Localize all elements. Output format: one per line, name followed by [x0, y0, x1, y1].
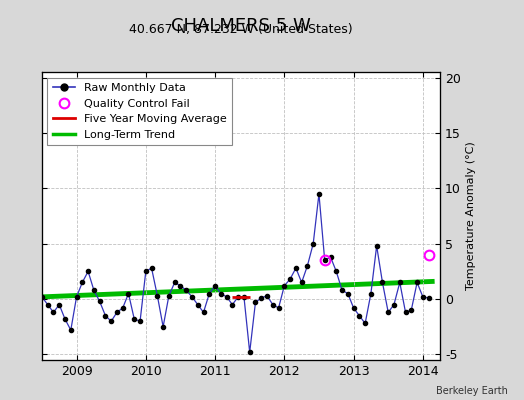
Title: 40.667 N, 87.232 W (United States): 40.667 N, 87.232 W (United States): [129, 23, 353, 36]
Text: Berkeley Earth: Berkeley Earth: [436, 386, 508, 396]
Y-axis label: Temperature Anomaly (°C): Temperature Anomaly (°C): [466, 142, 476, 290]
Legend: Raw Monthly Data, Quality Control Fail, Five Year Moving Average, Long-Term Tren: Raw Monthly Data, Quality Control Fail, …: [48, 78, 233, 145]
Text: CHALMERS 5 W: CHALMERS 5 W: [171, 16, 311, 34]
